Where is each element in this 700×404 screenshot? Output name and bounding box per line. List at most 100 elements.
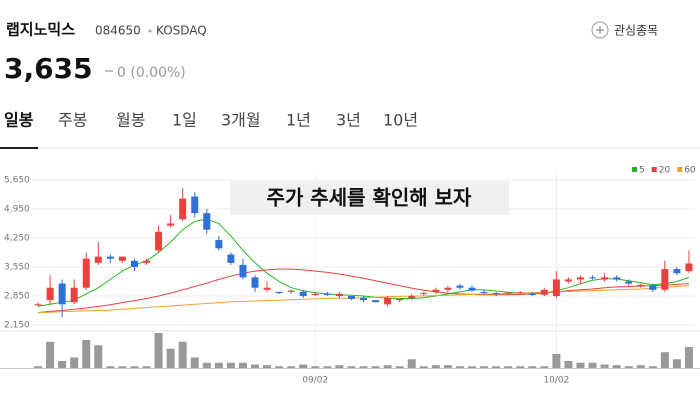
volume-bar	[275, 366, 284, 368]
candle-body	[504, 292, 512, 294]
candle-body	[528, 293, 536, 295]
candle-body	[468, 287, 476, 291]
volume-bar	[311, 366, 320, 368]
volume-bar	[130, 366, 139, 368]
plus-icon	[596, 26, 604, 34]
volume-bar	[58, 361, 67, 368]
candle-body	[480, 291, 488, 293]
candle-body	[613, 277, 621, 280]
candle-body	[384, 298, 392, 305]
candle-body	[564, 279, 572, 282]
volume-bar	[142, 366, 151, 368]
y-tick-label: 3,550	[4, 262, 30, 272]
volume-bar	[612, 365, 621, 368]
volume-bar	[335, 365, 344, 368]
tab[interactable]: 1일	[172, 111, 197, 130]
chart: 5,650 4,950 4,250 3,550 2,850 2,150 09/02 10/02…	[0, 166, 700, 386]
volume-bar	[407, 359, 416, 368]
x-tick-label: 09/02	[302, 376, 328, 386]
legend-swatch	[651, 167, 657, 172]
candle-body	[215, 240, 223, 249]
volume-bar	[82, 340, 91, 368]
tab[interactable]: 10년	[383, 111, 418, 130]
volume-bar	[323, 366, 332, 368]
candle-body	[118, 256, 126, 261]
volume-bar	[371, 366, 380, 368]
tab[interactable]: 월봉	[116, 111, 145, 130]
volume-bar	[467, 366, 476, 368]
volume-bar	[214, 362, 223, 368]
candle-body	[287, 290, 295, 292]
y-tick-label: 2,150	[4, 321, 30, 331]
candle-body	[444, 287, 452, 290]
candle-body	[649, 285, 657, 290]
volume-bar	[564, 361, 573, 368]
candle-body	[492, 293, 500, 295]
volume-bar	[263, 365, 272, 368]
candle-body	[420, 293, 428, 295]
candle-body	[685, 263, 693, 272]
volume-bar	[648, 366, 657, 368]
volume-bar	[504, 366, 513, 368]
volume-bar	[540, 366, 549, 368]
candle-body	[432, 289, 440, 292]
candle-body	[70, 287, 78, 303]
candle-body	[589, 277, 597, 279]
volume-bar	[636, 365, 645, 368]
candle-body	[46, 287, 54, 301]
volume-bar	[178, 341, 187, 368]
volume-bar	[588, 362, 597, 368]
volume-bar	[287, 366, 296, 368]
candle-body	[540, 289, 548, 295]
volume-bar	[34, 366, 43, 368]
annotation-bg	[230, 181, 509, 215]
stock-name: 랩지노믹스	[6, 21, 75, 39]
separator-dot	[148, 29, 152, 33]
volume-bar	[94, 345, 103, 368]
candle-body	[516, 292, 524, 294]
candle-body	[456, 285, 464, 288]
volume-bar	[383, 365, 392, 368]
candle-body	[58, 283, 66, 305]
candle-body	[239, 264, 247, 278]
tab[interactable]: 3개월	[221, 111, 261, 130]
change: 0 (0.00%)	[117, 65, 186, 81]
volume-bar	[576, 362, 585, 368]
candle-body	[601, 277, 609, 280]
watch-button[interactable]: 관심종목	[591, 21, 658, 39]
legend-swatch	[632, 167, 637, 172]
candle-body	[106, 256, 114, 259]
candle-body	[155, 231, 163, 251]
volume-bar	[347, 366, 356, 368]
tab[interactable]: 일봉	[4, 111, 34, 130]
y-tick-label: 5,650	[4, 175, 30, 185]
volume-bar	[70, 357, 79, 368]
volume-bar	[106, 366, 115, 368]
legend-swatch	[677, 167, 683, 172]
volume-bar	[202, 362, 211, 368]
tab[interactable]: 1년	[286, 111, 311, 130]
candle-body	[143, 260, 151, 263]
stock-code: 084650	[95, 24, 141, 38]
volume-bar	[431, 365, 440, 368]
candle-body	[335, 293, 343, 297]
tab[interactable]: 3년	[336, 111, 361, 130]
tab[interactable]: 주봉	[58, 111, 87, 130]
volume-bar	[516, 366, 525, 368]
volume-bar	[419, 366, 428, 368]
price: 3,635	[4, 52, 93, 85]
candle-body	[130, 260, 138, 267]
volume-bar	[251, 364, 260, 368]
candle-body	[311, 293, 319, 295]
volume-bar	[154, 333, 163, 368]
annotation: 주가 추세를 확인해 보자	[267, 186, 472, 210]
y-tick-label: 4,950	[4, 204, 30, 214]
legend-label: 60	[684, 166, 696, 176]
candle-body	[396, 298, 404, 301]
market: KOSDAQ	[156, 24, 207, 38]
volume-bar	[480, 366, 489, 368]
candle-body	[673, 269, 681, 274]
watch-label: 관심종목	[614, 24, 658, 38]
volume-bar	[118, 366, 127, 368]
